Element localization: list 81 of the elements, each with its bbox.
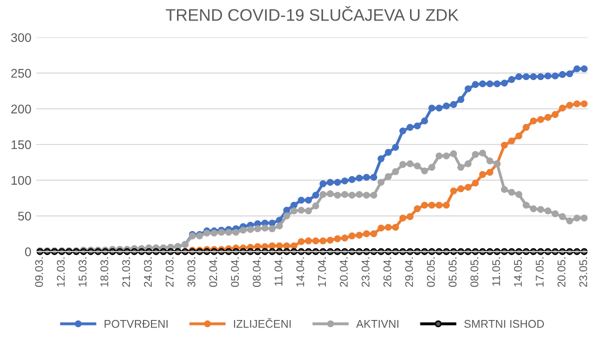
x-tick-label: 30.03. xyxy=(187,257,196,287)
x-tick-label: 15.03. xyxy=(78,257,87,287)
x-tick-label: 11.05. xyxy=(492,257,500,286)
point xyxy=(320,237,326,244)
x-tick-label: 14.04. xyxy=(296,257,304,287)
y-tick-label: 100 xyxy=(12,176,32,185)
y-tick-label: 150 xyxy=(12,140,32,150)
point xyxy=(370,230,378,238)
x-tick-label: 08.05. xyxy=(470,257,478,287)
point xyxy=(283,242,290,250)
point xyxy=(414,205,421,212)
point xyxy=(276,242,283,250)
point xyxy=(304,237,312,244)
x-tick-label: 29.04. xyxy=(405,257,414,287)
x-tick-label: 08.04. xyxy=(252,257,261,287)
point xyxy=(442,202,450,209)
point xyxy=(472,180,479,187)
point xyxy=(268,242,276,250)
x-tick-label: 09.03. xyxy=(35,257,43,287)
x-tick-label: 05.04. xyxy=(231,257,239,287)
point xyxy=(436,202,443,209)
y-tick-label: 250 xyxy=(11,68,32,78)
point xyxy=(334,235,341,242)
point xyxy=(290,242,298,250)
x-tick-label: 12.03. xyxy=(56,257,65,287)
x-tick-label: 02.04. xyxy=(209,257,218,287)
point xyxy=(464,184,472,191)
y-tick-label: 0 xyxy=(25,247,32,256)
legend-label: POTVRĐENI xyxy=(104,320,168,328)
point xyxy=(326,236,334,244)
point xyxy=(450,187,458,194)
point xyxy=(573,100,580,108)
x-tick-label: 20.05. xyxy=(558,257,566,287)
x-tick-label: 20.04. xyxy=(340,257,348,287)
point xyxy=(298,238,305,246)
point xyxy=(486,168,494,176)
point xyxy=(558,104,566,112)
x-tick-label: 26.04. xyxy=(383,257,392,287)
y-tick-label: 200 xyxy=(11,104,32,114)
point xyxy=(552,111,559,118)
x-tick-label: 11.04. xyxy=(274,257,282,286)
y-tick-label: 50 xyxy=(18,212,32,221)
point xyxy=(537,116,544,123)
point xyxy=(508,137,516,144)
point xyxy=(522,124,530,131)
point xyxy=(580,100,588,108)
y-tick-label: 300 xyxy=(11,33,32,42)
point xyxy=(530,117,537,124)
point xyxy=(348,232,356,240)
legend-label: AKTIVNI xyxy=(356,320,398,328)
point xyxy=(515,132,522,140)
legend-label: IZLIJEČENI xyxy=(234,318,291,328)
x-tick-label: 02.05. xyxy=(426,257,435,287)
chart-title: TREND COVID-19 SLUČAJEVA U ZDK xyxy=(166,6,459,21)
point xyxy=(457,185,464,192)
point xyxy=(392,224,400,231)
point xyxy=(312,237,320,244)
point xyxy=(500,142,508,149)
point xyxy=(363,230,370,238)
x-tick-label: 17.05. xyxy=(536,257,544,287)
x-tick-label: 24.03. xyxy=(144,257,152,287)
x-tick-label: 05.05. xyxy=(448,257,457,287)
point xyxy=(378,224,384,232)
point xyxy=(428,202,436,209)
x-tick-label: 27.03. xyxy=(166,257,174,287)
x-tick-label: 21.03. xyxy=(122,257,130,287)
point xyxy=(384,224,392,231)
legend-label: SMRTNI ISHOD xyxy=(464,320,544,328)
point xyxy=(479,171,486,178)
point xyxy=(544,114,552,121)
point xyxy=(406,213,414,220)
point xyxy=(566,102,574,109)
x-tick-label: 14.05. xyxy=(514,257,522,287)
x-tick-label: 18.03. xyxy=(100,257,108,287)
point xyxy=(341,234,348,242)
x-tick-label: 23.05. xyxy=(579,257,588,287)
point xyxy=(399,214,406,222)
x-tick-label: 17.04. xyxy=(318,257,326,287)
point xyxy=(421,202,428,209)
x-tick-label: 23.04. xyxy=(362,257,370,287)
point xyxy=(356,232,363,239)
